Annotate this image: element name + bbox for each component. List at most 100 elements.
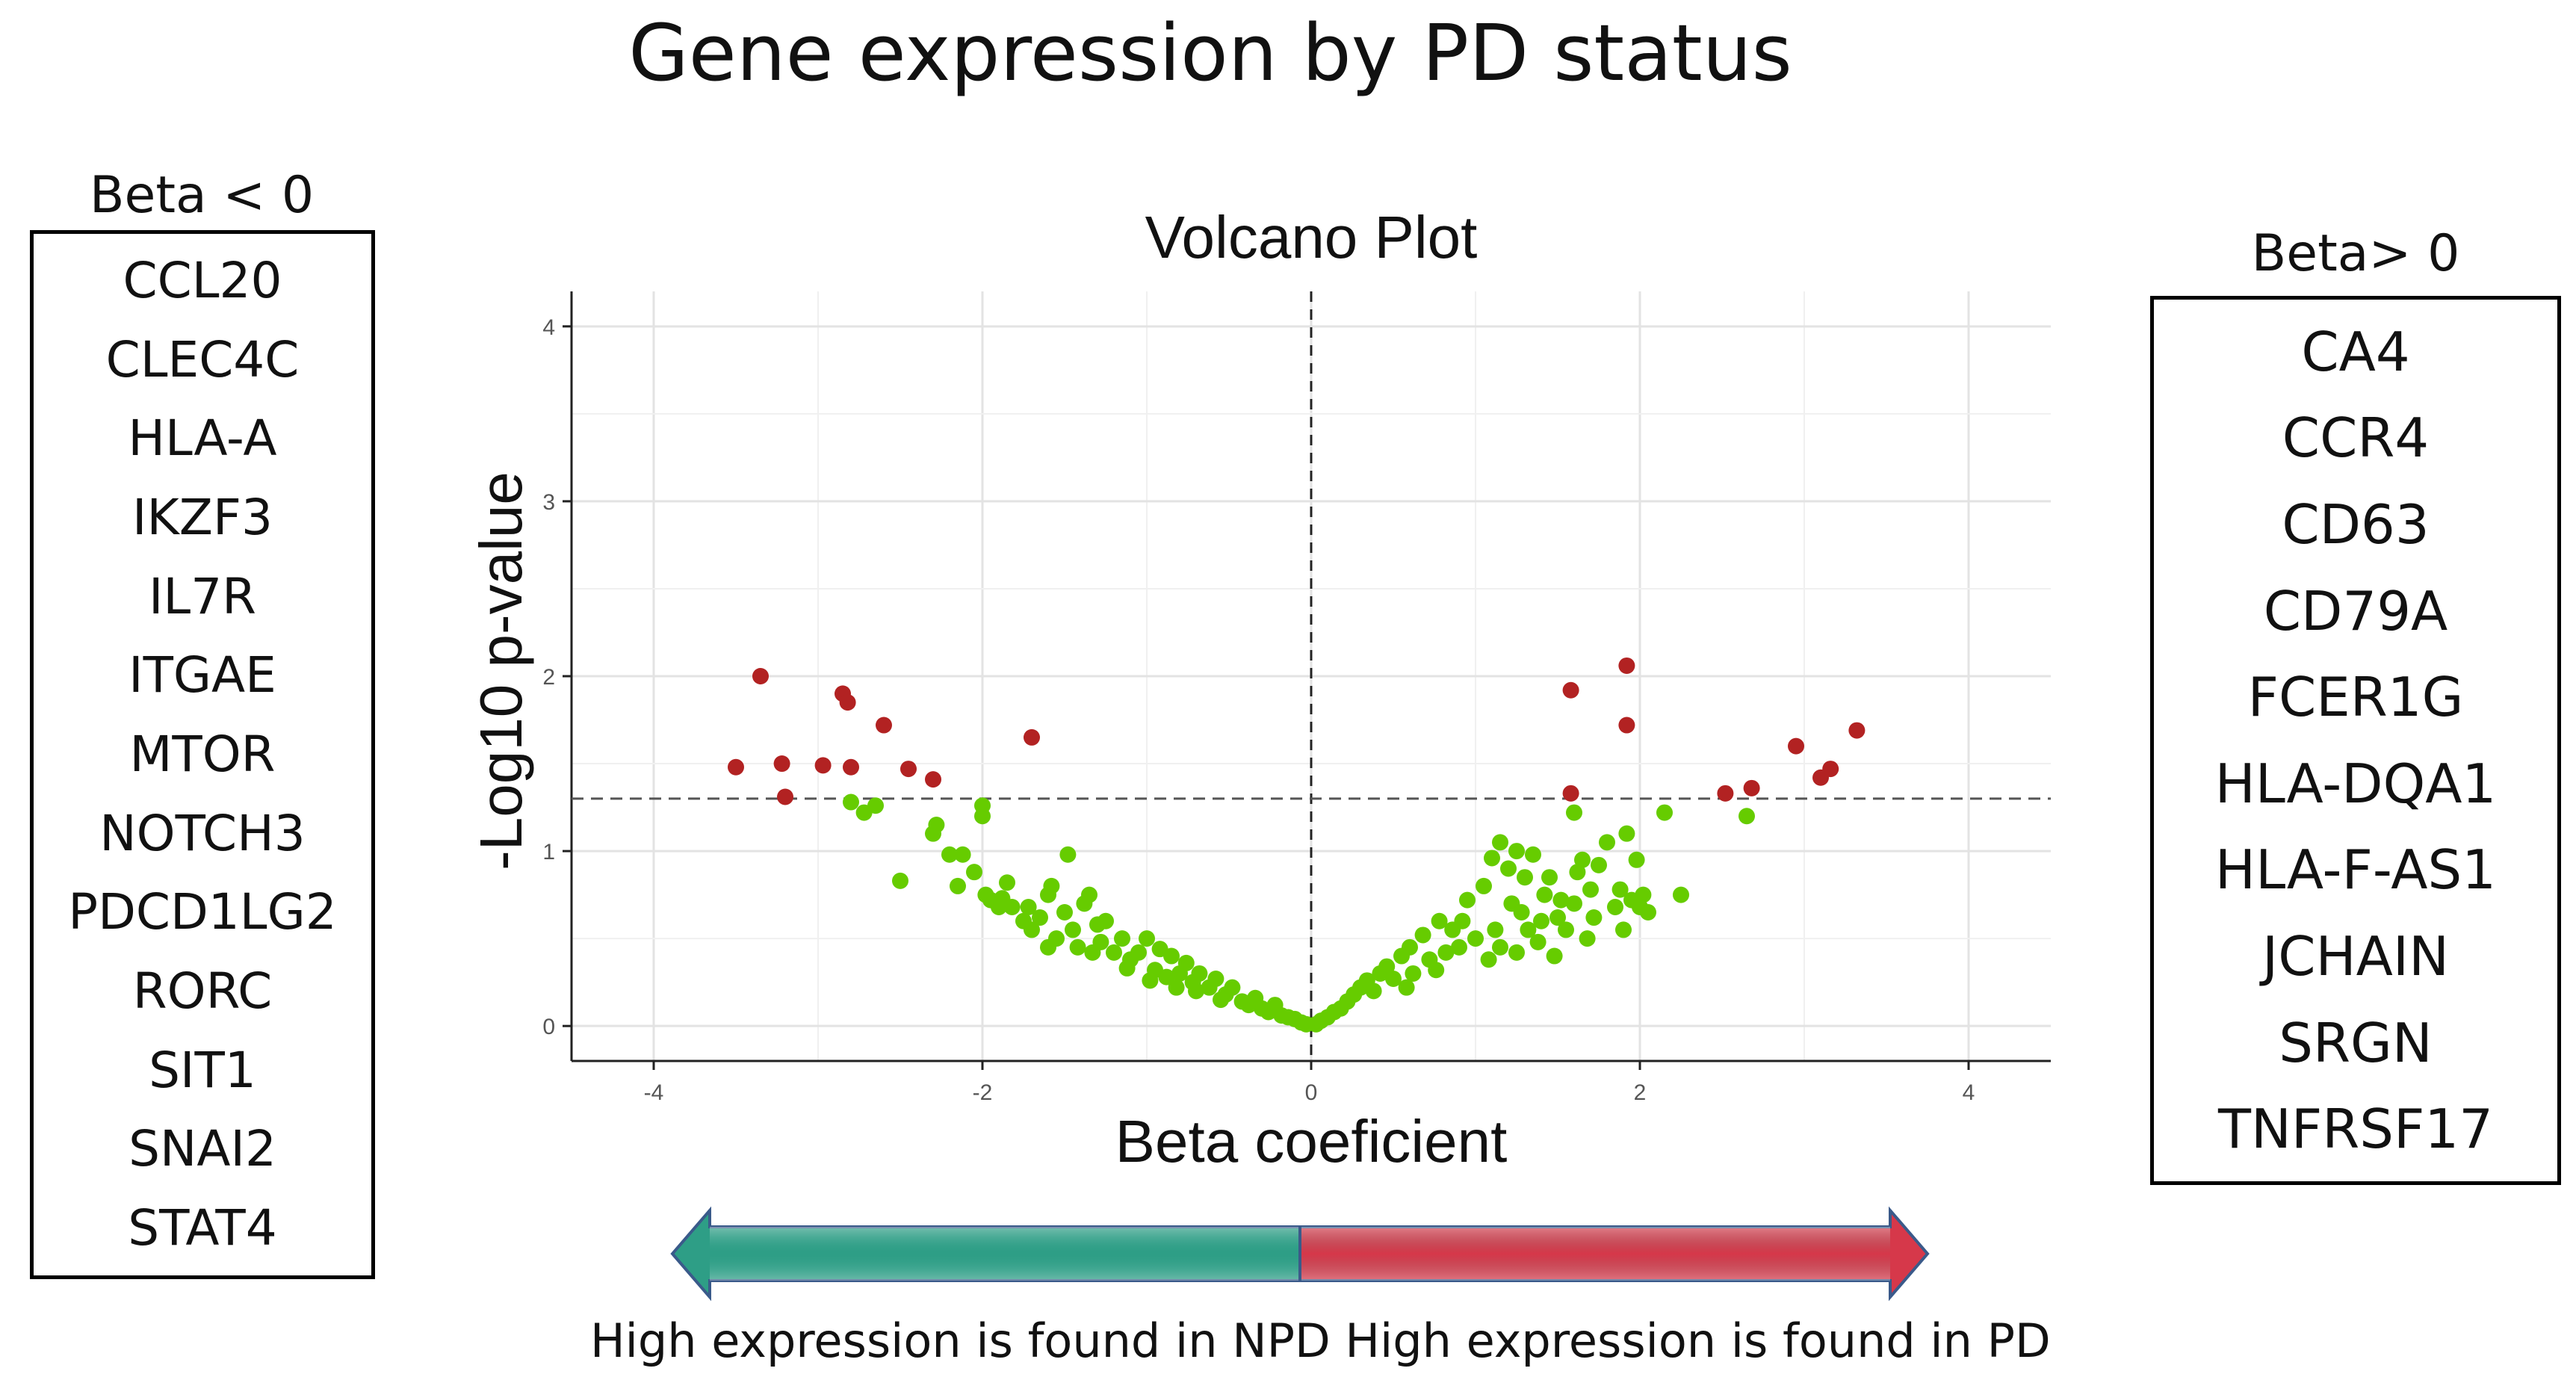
non-significant-point (950, 877, 966, 894)
x-tick-label: 0 (1305, 1080, 1318, 1105)
non-significant-point (1529, 933, 1546, 950)
non-significant-point (974, 797, 991, 814)
non-significant-point (1402, 938, 1418, 956)
significant-point (773, 755, 790, 773)
non-significant-point (1635, 886, 1652, 903)
non-significant-point (1513, 904, 1530, 921)
beta-positive-gene-item: SRGN (2279, 1011, 2433, 1074)
non-significant-point (1032, 909, 1048, 926)
non-significant-point (1414, 926, 1431, 944)
beta-positive-heading: Beta> 0 (2251, 224, 2460, 283)
non-significant-point (928, 816, 945, 833)
non-significant-point (1454, 912, 1471, 929)
beta-positive-gene-item: CA4 (2301, 320, 2410, 383)
non-significant-point (1398, 979, 1415, 996)
non-significant-point (1158, 968, 1175, 986)
non-significant-point (1081, 886, 1097, 903)
beta-positive-gene-item: HLA-F-AS1 (2214, 838, 2497, 902)
non-significant-point (1118, 959, 1136, 977)
beta-negative-gene-item: SNAI2 (129, 1120, 276, 1178)
non-significant-point (1015, 912, 1032, 929)
non-significant-point (1467, 930, 1484, 947)
non-significant-point (1533, 912, 1549, 929)
non-significant-point (1043, 877, 1060, 894)
non-significant-point (1476, 877, 1492, 894)
non-significant-point (1640, 904, 1656, 921)
x-tick-label: -2 (973, 1080, 993, 1105)
non-significant-point (1139, 930, 1155, 947)
y-tick-label: 0 (542, 1015, 555, 1039)
non-significant-point (1177, 954, 1195, 971)
non-significant-point (1097, 912, 1114, 929)
beta-negative-gene-item: NOTCH3 (99, 804, 306, 862)
non-significant-point (1451, 938, 1467, 956)
non-significant-point (1378, 958, 1396, 975)
non-significant-point (1459, 891, 1476, 909)
non-significant-point (1056, 904, 1073, 921)
non-significant-point (892, 872, 908, 889)
non-significant-point (1582, 881, 1599, 898)
non-significant-point (1611, 881, 1629, 898)
direction-arrow (670, 1206, 1930, 1302)
non-significant-point (1207, 970, 1224, 987)
x-tick-label: -4 (644, 1080, 664, 1105)
non-significant-point (1431, 912, 1448, 929)
y-tick-label: 2 (542, 665, 555, 690)
plot-points (728, 657, 1866, 1033)
non-significant-point (966, 864, 982, 881)
beta-negative-gene-item: PDCD1LG2 (68, 883, 337, 941)
non-significant-point (1114, 930, 1130, 947)
expression-caption: High expression is found in NPD High exp… (590, 1314, 2051, 1368)
non-significant-point (1536, 886, 1553, 903)
non-significant-point (1385, 970, 1402, 987)
non-significant-point (1615, 921, 1632, 938)
non-significant-point (1546, 947, 1563, 965)
non-significant-point (867, 797, 884, 814)
non-significant-point (954, 846, 971, 863)
beta-positive-gene-item: CCR4 (2282, 406, 2430, 470)
non-significant-point (1549, 909, 1566, 926)
y-axis-label: -Log10 p-value (468, 471, 534, 870)
non-significant-point (1579, 930, 1596, 947)
non-significant-point (1541, 869, 1558, 886)
non-significant-point (1188, 983, 1204, 1000)
significant-point (1024, 728, 1040, 746)
non-significant-point (1492, 938, 1508, 956)
non-significant-point (1566, 895, 1582, 912)
beta-positive-gene-item: CD63 (2282, 492, 2430, 556)
y-tick-label: 4 (542, 315, 555, 340)
plot-axes: -4 -2 0 2 4 0 1 2 3 4 (542, 291, 2051, 1105)
non-significant-point (1130, 944, 1147, 961)
beta-negative-gene-item: RORC (132, 962, 273, 1021)
significant-point (777, 788, 793, 805)
non-significant-point (1365, 983, 1382, 1000)
beta-positive-gene-item: CD79A (2263, 579, 2448, 643)
beta-negative-gene-item: SIT1 (149, 1041, 256, 1099)
non-significant-point (1492, 834, 1508, 851)
y-tick-label: 3 (542, 490, 555, 515)
non-significant-point (1142, 972, 1159, 989)
beta-negative-gene-item: IL7R (148, 567, 257, 625)
y-tick-label: 1 (542, 840, 555, 864)
significant-point (1618, 717, 1635, 734)
significant-point (728, 758, 744, 776)
non-significant-point (999, 874, 1015, 891)
non-significant-point (1525, 846, 1541, 863)
non-significant-point (1437, 944, 1455, 961)
beta-negative-gene-item: CLEC4C (105, 330, 300, 389)
non-significant-point (1065, 921, 1081, 938)
significant-point (839, 694, 856, 711)
significant-point (843, 758, 859, 776)
beta-negative-gene-item: HLA-A (128, 409, 277, 468)
non-significant-point (1405, 965, 1422, 982)
non-significant-point (1428, 962, 1445, 979)
beta-negative-gene-item: STAT4 (128, 1199, 277, 1257)
beta-positive-gene-item: JCHAIN (2262, 924, 2449, 988)
significant-point (1562, 681, 1579, 699)
chart-title: Volcano Plot (1145, 204, 1478, 270)
non-significant-point (1059, 846, 1077, 863)
non-significant-point (1168, 979, 1185, 996)
non-significant-point (1574, 851, 1591, 868)
significant-point (925, 771, 941, 788)
significant-point (900, 761, 917, 778)
